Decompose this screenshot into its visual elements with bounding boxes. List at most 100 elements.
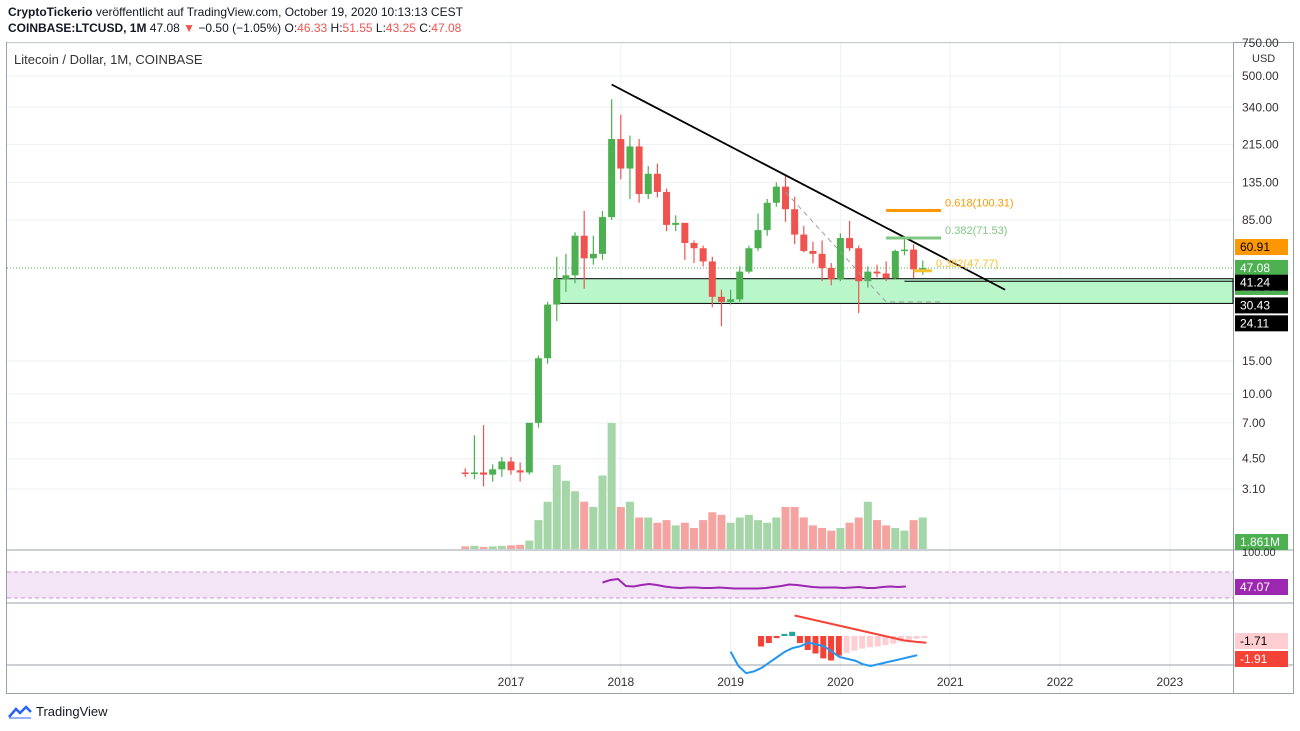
volume-bar bbox=[845, 522, 854, 549]
ohlc-line: COINBASE:LTCUSD, 1M 47.08 ▼ −0.50 (−1.05… bbox=[8, 20, 463, 36]
fib-label: 0.618(100.31) bbox=[945, 197, 1014, 209]
price-axis[interactable] bbox=[1234, 42, 1294, 694]
candle-body bbox=[544, 304, 552, 359]
macd-hist-bar bbox=[851, 636, 858, 651]
low-label: L: bbox=[375, 21, 386, 35]
x-tick-label: 2023 bbox=[1156, 675, 1183, 689]
candle-body bbox=[864, 271, 872, 282]
x-tick-label: 2018 bbox=[607, 675, 634, 689]
volume-bar bbox=[781, 507, 790, 549]
candle-body bbox=[919, 267, 927, 270]
signal-badge: -1.91 bbox=[1240, 652, 1268, 666]
volume-bar bbox=[635, 517, 644, 549]
tradingview-logo-icon bbox=[8, 704, 32, 718]
volume-bar bbox=[653, 522, 662, 549]
tradingview-footer[interactable]: TradingView bbox=[8, 704, 108, 719]
volume-bar bbox=[616, 507, 625, 549]
volume-bar bbox=[589, 507, 598, 549]
zone-top-badge-bg bbox=[1235, 274, 1288, 291]
volume-badge-bg bbox=[1235, 534, 1288, 550]
volume-bar bbox=[836, 528, 845, 549]
candle-body bbox=[855, 248, 863, 282]
volume-bar bbox=[644, 517, 653, 549]
rsi-pane bbox=[7, 571, 1233, 599]
y-tick-label: 4.50 bbox=[1242, 452, 1266, 466]
candle-body bbox=[553, 279, 561, 305]
volume-bar bbox=[744, 514, 753, 549]
macd-hist-bar bbox=[859, 636, 866, 649]
y-tick-label: 7.00 bbox=[1242, 416, 1266, 430]
candle-body bbox=[480, 472, 488, 475]
candle-body bbox=[910, 249, 918, 270]
volume-bar bbox=[717, 514, 726, 549]
candle-body bbox=[672, 222, 680, 225]
x-tick-label: 2019 bbox=[717, 675, 744, 689]
candle-body bbox=[681, 222, 689, 243]
y-tick-label: 10.00 bbox=[1242, 387, 1272, 401]
x-tick-label: 2017 bbox=[498, 675, 525, 689]
y-tick-label: 500.00 bbox=[1242, 69, 1279, 83]
volume-bar bbox=[470, 545, 479, 549]
candle-body bbox=[690, 242, 698, 249]
candle-body bbox=[635, 146, 643, 194]
macd-line bbox=[729, 641, 918, 675]
volume-bar bbox=[699, 520, 708, 549]
macd-hist-bar bbox=[866, 636, 873, 648]
zone-mid-badge: 30.43 bbox=[1240, 298, 1270, 312]
close-label: C: bbox=[419, 21, 432, 35]
macd-hist-bar bbox=[882, 636, 889, 646]
candle-body bbox=[754, 230, 762, 249]
candle-body bbox=[809, 250, 817, 254]
volume-bar bbox=[708, 512, 717, 549]
rsi-band bbox=[7, 572, 1233, 598]
candle-body bbox=[745, 248, 753, 272]
volume-bars bbox=[461, 423, 927, 549]
volume-bar bbox=[790, 507, 799, 549]
author-name[interactable]: CryptoTickerio bbox=[8, 5, 93, 19]
volume-bar bbox=[543, 501, 552, 549]
volume-bar bbox=[561, 480, 570, 549]
candlesticks bbox=[461, 99, 927, 487]
macd-hist-bar bbox=[874, 636, 881, 647]
tradingview-brand: TradingView bbox=[36, 704, 108, 719]
macd-hist-bar bbox=[765, 636, 772, 643]
candle-body bbox=[653, 173, 661, 192]
candle-body bbox=[571, 235, 579, 276]
projection-dashed bbox=[785, 191, 942, 303]
zone-bottom-badge-bg bbox=[1235, 315, 1288, 332]
macd-hist-bar bbox=[781, 633, 788, 636]
volume-bar bbox=[625, 501, 634, 549]
x-tick-label: 2021 bbox=[937, 675, 964, 689]
macd-hist-bar bbox=[758, 636, 765, 647]
volume-bar bbox=[497, 545, 506, 549]
publish-info: veröffentlicht auf TradingView.com, Octo… bbox=[95, 5, 463, 19]
candle-body bbox=[663, 191, 671, 225]
chart-title: Litecoin / Dollar, 1M, COINBASE bbox=[14, 52, 203, 67]
volume-bar bbox=[671, 525, 680, 549]
macd-hist-bar bbox=[921, 636, 928, 639]
volume-bar bbox=[827, 530, 836, 549]
candle-body bbox=[727, 299, 735, 302]
volume-bar bbox=[918, 517, 927, 549]
rsi-badge: 47.07 bbox=[1240, 580, 1270, 594]
candle-body bbox=[608, 139, 616, 218]
volume-bar bbox=[461, 546, 470, 549]
volume-bar bbox=[891, 528, 900, 549]
open-value: 46.33 bbox=[297, 21, 328, 35]
axis-labels: 750.00 500.00 340.00 215.00 135.00 85.00 15.00… bbox=[498, 36, 1279, 689]
macd-hist-bar bbox=[820, 636, 827, 659]
candle-body bbox=[717, 296, 725, 302]
current-price-badge-bg bbox=[1235, 259, 1288, 276]
candle-body bbox=[772, 186, 780, 203]
volume-bar bbox=[863, 501, 872, 549]
volume-bar bbox=[754, 520, 763, 549]
macd-hist-bar bbox=[773, 636, 780, 639]
support-zone bbox=[7, 267, 1234, 304]
publish-line: CryptoTickerio veröffentlicht auf Tradin… bbox=[8, 4, 463, 20]
alert-price-badge: 60.91 bbox=[1240, 240, 1270, 254]
candle-body bbox=[516, 470, 524, 473]
macd-hist-bar bbox=[828, 636, 835, 661]
volume-bar bbox=[680, 522, 689, 549]
